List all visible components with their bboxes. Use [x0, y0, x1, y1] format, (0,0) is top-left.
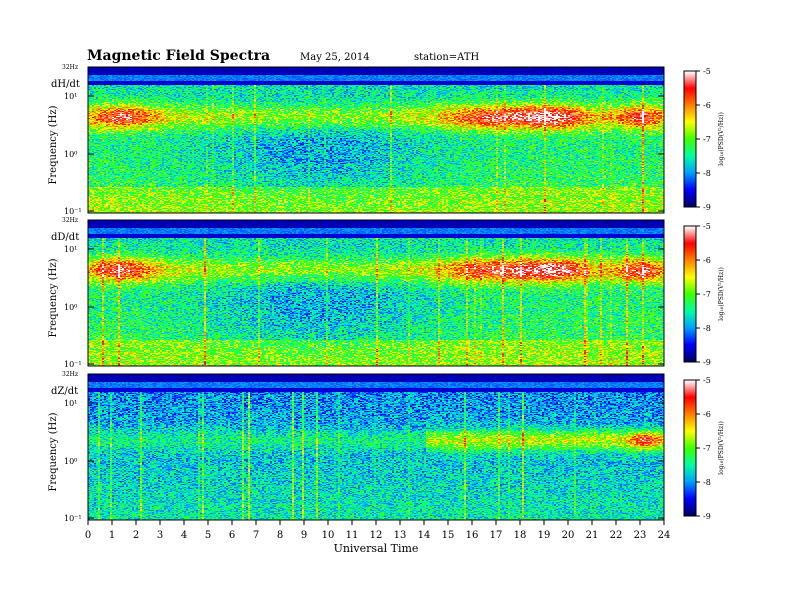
x-axis-label: Universal Time: [334, 542, 419, 555]
y-axis-label: Frequency (Hz): [48, 105, 59, 184]
colorbar-tick-label: -9: [703, 358, 711, 367]
colorbar-label: log₁₀(PSD(V²/Hz)): [718, 267, 725, 321]
colorbar-tick-label: -9: [703, 512, 711, 521]
y-tick-label: 10¹: [64, 399, 77, 408]
x-tick-label: 4: [181, 530, 187, 541]
x-tick-label: 7: [253, 530, 259, 541]
x-tick-label: 2: [133, 530, 139, 541]
y-tick-label: 10¹: [64, 245, 77, 254]
colorbar-tick-label: -7: [703, 290, 711, 299]
x-tick-label: 1: [109, 530, 115, 541]
panel-frame: [87, 66, 665, 214]
panel-name-label: dH/dt: [51, 79, 80, 90]
dh-dt-colorbar: [684, 71, 696, 207]
y-axis-label: Frequency (Hz): [48, 412, 59, 491]
x-tick-label: 20: [562, 530, 575, 541]
colorbar-tick-label: -9: [703, 203, 711, 212]
dz-dt-colorbar: [684, 380, 696, 516]
y-tick-label: 10⁻¹: [64, 207, 82, 216]
y-tick-label: 10⁻¹: [64, 514, 82, 523]
x-tick-label: 11: [346, 530, 359, 541]
panel-1: dH/dt 32Hz Frequency (Hz) 10¹ 10⁰ 10⁻¹ -5 -6 -7 -…: [48, 64, 725, 216]
top-frequency-label: 32Hz: [62, 64, 78, 71]
top-frequency-label: 32Hz: [62, 217, 78, 224]
x-tick-label: 9: [301, 530, 307, 541]
top-frequency-label: 32Hz: [62, 371, 78, 378]
station-label: station=ATH: [414, 52, 480, 63]
panel-3: dZ/dt 32Hz Frequency (Hz) 10¹ 10⁰ 10⁻¹ -5 -6 -7 -…: [48, 371, 725, 523]
y-tick-label: 10⁰: [64, 150, 77, 159]
panel-name-label: dZ/dt: [51, 386, 78, 397]
x-tick-label: 3: [157, 530, 163, 541]
x-tick-label: 5: [205, 530, 211, 541]
panel-frame: [87, 373, 665, 521]
colorbar-tick-label: -6: [703, 256, 711, 265]
x-tick-label: 24: [658, 530, 671, 541]
colorbar-tick-label: -5: [703, 376, 711, 385]
colorbar-tick-label: -6: [703, 410, 711, 419]
figure-title: Magnetic Field Spectra: [87, 48, 270, 64]
x-tick-label: 14: [418, 530, 431, 541]
colorbar-tick-label: -5: [703, 222, 711, 231]
colorbar-tick-label: -6: [703, 101, 711, 110]
panel-2: dD/dt 32Hz Frequency (Hz) 10¹ 10⁰ 10⁻¹ -5 -6 -7 -…: [48, 217, 725, 369]
colorbar-frame: [683, 225, 697, 363]
y-tick-label: 10¹: [64, 92, 77, 101]
colorbar-tick-label: -8: [703, 478, 711, 487]
colorbar-tick-label: -8: [703, 324, 711, 333]
colorbar-frame: [683, 70, 697, 208]
x-tick-label: 8: [277, 530, 283, 541]
panel-frame: [87, 219, 665, 367]
dd-dt-colorbar: [684, 226, 696, 362]
x-tick-label: 19: [538, 530, 551, 541]
x-tick-label: 10: [322, 530, 335, 541]
x-tick-label: 18: [514, 530, 527, 541]
x-tick-label: 21: [586, 530, 599, 541]
x-tick-label: 22: [610, 530, 623, 541]
dh-dt-spectrogram: [88, 67, 664, 213]
colorbar-frame: [683, 379, 697, 517]
x-tick-label: 23: [634, 530, 647, 541]
x-tick-label: 0: [85, 530, 91, 541]
y-tick-label: 10⁰: [64, 303, 77, 312]
dd-dt-spectrogram: [88, 220, 664, 366]
y-axis-label: Frequency (Hz): [48, 258, 59, 337]
colorbar-tick-label: -7: [703, 444, 711, 453]
colorbar-label: log₁₀(PSD(V²/Hz)): [718, 112, 725, 166]
x-tick-label: 6: [229, 530, 235, 541]
colorbar-tick-label: -8: [703, 169, 711, 178]
y-tick-label: 10⁰: [64, 457, 77, 466]
panel-name-label: dD/dt: [51, 232, 79, 243]
y-tick-label: 10⁻¹: [64, 360, 82, 369]
x-tick-label: 13: [394, 530, 407, 541]
x-tick-label: 17: [490, 530, 503, 541]
x-tick-label: 15: [442, 530, 455, 541]
colorbar-tick-label: -7: [703, 135, 711, 144]
x-tick-label: 16: [466, 530, 479, 541]
dz-dt-spectrogram: [88, 374, 664, 520]
date-label: May 25, 2014: [300, 52, 370, 63]
colorbar-tick-label: -5: [703, 67, 711, 76]
x-tick-label: 12: [370, 530, 383, 541]
colorbar-label: log₁₀(PSD(V²/Hz)): [718, 421, 725, 475]
